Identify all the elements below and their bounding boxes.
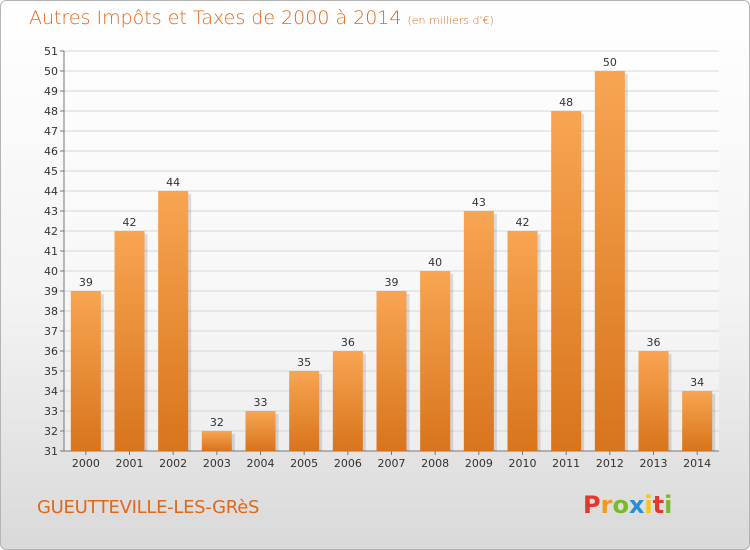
data-label-2008: 40 [428, 256, 442, 269]
y-tick-label: 50 [44, 65, 58, 78]
axes: 31 32 33 34 35 36 37 38 39 40 41 42 43 44 45 46 47 48 49 50… [44, 45, 719, 470]
x-tick-label-2010: 2010 [509, 457, 537, 470]
y-tick-label: 40 [44, 265, 58, 278]
bar-2012 [594, 71, 625, 451]
y-tick-label: 44 [44, 185, 58, 198]
proxiti-logo: Proxiti [583, 491, 672, 519]
bar-2008 [420, 271, 451, 451]
data-label-2000: 39 [79, 276, 93, 289]
data-label-2010: 42 [516, 216, 530, 229]
bar-2002 [158, 191, 189, 451]
bar-2014 [682, 391, 713, 451]
x-tick-label-2000: 2000 [72, 457, 100, 470]
bar-2010 [507, 231, 538, 451]
bar-2003 [201, 431, 232, 451]
y-tick-label: 37 [44, 325, 58, 338]
data-label-2004: 33 [254, 396, 268, 409]
y-tick-label: 34 [44, 385, 58, 398]
logo-letter: x [628, 491, 645, 519]
data-label-2014: 34 [690, 376, 704, 389]
bar-2013 [638, 351, 669, 451]
logo-letter: i [664, 491, 673, 519]
y-tick-label: 38 [44, 305, 58, 318]
data-label-2001: 42 [123, 216, 137, 229]
data-label-2009: 43 [472, 196, 486, 209]
bar-2009 [463, 211, 494, 451]
bar-2006 [332, 351, 363, 451]
bar-2011 [551, 111, 582, 451]
bar-2005 [289, 371, 320, 451]
x-tick-label-2008: 2008 [421, 457, 449, 470]
x-tick-label-2002: 2002 [159, 457, 187, 470]
bars [70, 71, 716, 451]
y-tick-label: 41 [44, 245, 58, 258]
y-tick-label: 45 [44, 165, 58, 178]
y-tick-label: 31 [44, 445, 58, 458]
y-tick-label: 36 [44, 345, 58, 358]
data-label-2003: 32 [210, 416, 224, 429]
logo-letter: t [652, 491, 665, 519]
x-tick-label-2007: 2007 [378, 457, 406, 470]
bar-2007 [376, 291, 407, 451]
data-label-2006: 36 [341, 336, 355, 349]
y-tick-label: 35 [44, 365, 58, 378]
logo-letter: i [644, 491, 653, 519]
x-tick-label-2001: 2001 [116, 457, 144, 470]
x-tick-label-2014: 2014 [683, 457, 711, 470]
x-tick-label-2004: 2004 [247, 457, 275, 470]
data-label-2012: 50 [603, 56, 617, 69]
bar-2000 [70, 291, 101, 451]
y-tick-label: 32 [44, 425, 58, 438]
y-tick-label: 48 [44, 105, 58, 118]
y-tick-label: 43 [44, 205, 58, 218]
y-tick-label: 49 [44, 85, 58, 98]
x-tick-label-2006: 2006 [334, 457, 362, 470]
y-tick-label: 33 [44, 405, 58, 418]
y-tick-label: 46 [44, 145, 58, 158]
x-tick-label-2009: 2009 [465, 457, 493, 470]
y-tick-label: 39 [44, 285, 58, 298]
y-tick-label: 47 [44, 125, 58, 138]
logo-letter: P [583, 491, 601, 519]
x-tick-label-2011: 2011 [552, 457, 580, 470]
logo-letter: o [612, 491, 629, 519]
y-tick-label: 42 [44, 225, 58, 238]
x-tick-label-2013: 2013 [640, 457, 668, 470]
bar-2004 [245, 411, 276, 451]
x-tick-label-2012: 2012 [596, 457, 624, 470]
x-tick-label-2003: 2003 [203, 457, 231, 470]
logo-letter: r [600, 491, 613, 519]
bar-2001 [114, 231, 145, 451]
data-label-2002: 44 [166, 176, 180, 189]
data-label-2011: 48 [559, 96, 573, 109]
y-tick-label: 51 [44, 45, 58, 58]
x-tick-label-2005: 2005 [290, 457, 318, 470]
data-label-2005: 35 [297, 356, 311, 369]
data-label-2007: 39 [385, 276, 399, 289]
data-label-2013: 36 [647, 336, 661, 349]
chart-title: Autres Impôts et Taxes de 2000 à 2014 [29, 7, 402, 29]
chart-subtitle: (en milliers d'€) [407, 14, 494, 27]
chart-title-block: Autres Impôts et Taxes de 2000 à 2014 (en… [29, 7, 494, 29]
data-labels: 39 42 44 32 33 35 36 39 40 43 42 48 50 36 34 [79, 56, 704, 429]
commune-name: GUEUTTEVILLE-LES-GRèS [37, 497, 260, 518]
